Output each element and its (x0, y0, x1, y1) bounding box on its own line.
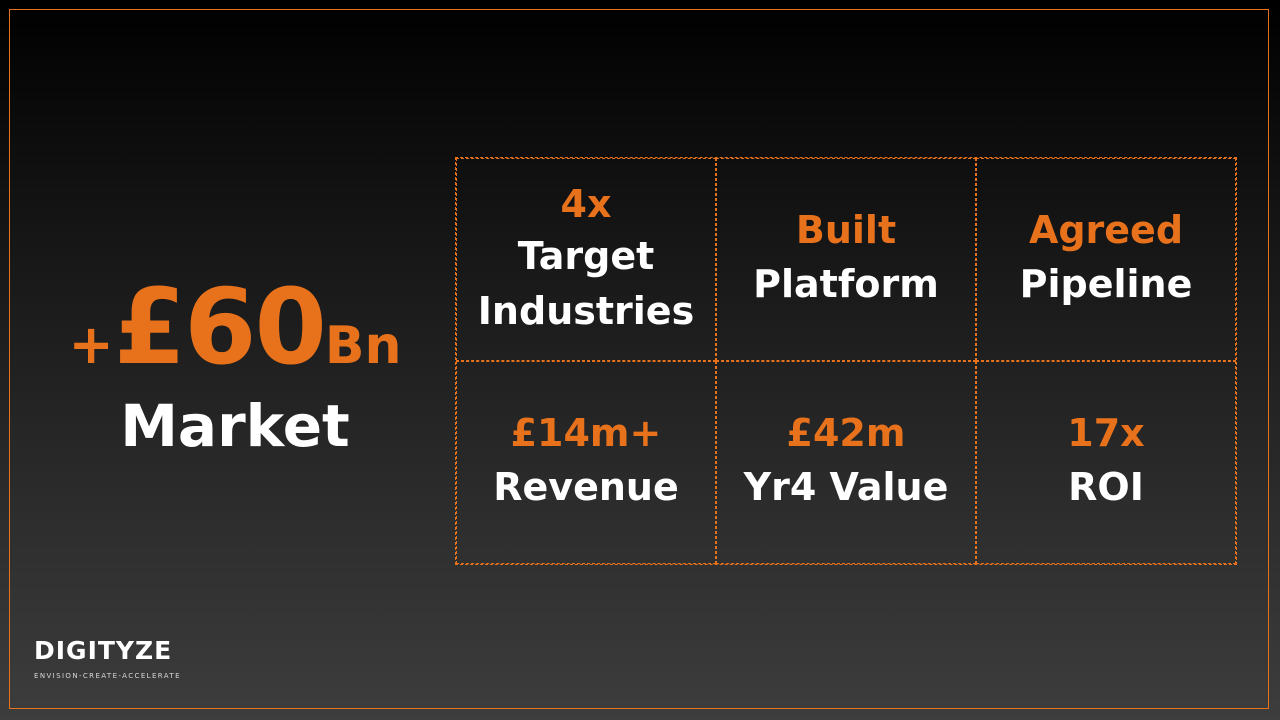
stat-label: Revenue (493, 464, 679, 509)
stat-cell-pipeline: Agreed Pipeline (976, 158, 1236, 361)
stat-cell-target-industries: 4x Target Industries (456, 158, 716, 361)
stat-label: ROI (1068, 464, 1144, 509)
stat-highlight: Agreed (1028, 208, 1184, 253)
stat-cell-revenue: £14m+ Revenue (456, 361, 716, 564)
market-size-figure: +£60Bn (50, 275, 420, 379)
stat-label: Target Industries (477, 234, 695, 334)
market-size-block: +£60Bn Market (50, 275, 420, 455)
brand-tagline: ENVISION-CREATE-ACCELERATE (34, 672, 181, 680)
stat-cell-yr4-value: £42m Yr4 Value (716, 361, 976, 564)
stat-highlight: £42m (786, 411, 906, 456)
brand-logo: DIGITYZE ENVISION-CREATE-ACCELERATE (34, 638, 181, 680)
stat-highlight: 17x (1067, 411, 1145, 456)
stat-label: Platform (753, 261, 939, 306)
market-size-plus: + (68, 313, 114, 376)
market-caption: Market (120, 392, 350, 460)
stat-label: Pipeline (1019, 261, 1193, 306)
stat-highlight: £14m+ (510, 411, 662, 456)
brand-name: DIGITYZE (34, 636, 173, 665)
stat-cell-roi: 17x ROI (976, 361, 1236, 564)
market-size-unit: Bn (324, 316, 402, 376)
stat-cell-platform: Built Platform (716, 158, 976, 361)
stat-highlight: Built (795, 208, 897, 253)
stat-label: Yr4 Value (743, 464, 949, 509)
market-size-value: £60 (113, 266, 327, 388)
stat-highlight: 4x (560, 181, 612, 226)
slide-frame (9, 9, 1269, 709)
stats-grid: 4x Target Industries Built Platform Agre… (455, 157, 1237, 565)
